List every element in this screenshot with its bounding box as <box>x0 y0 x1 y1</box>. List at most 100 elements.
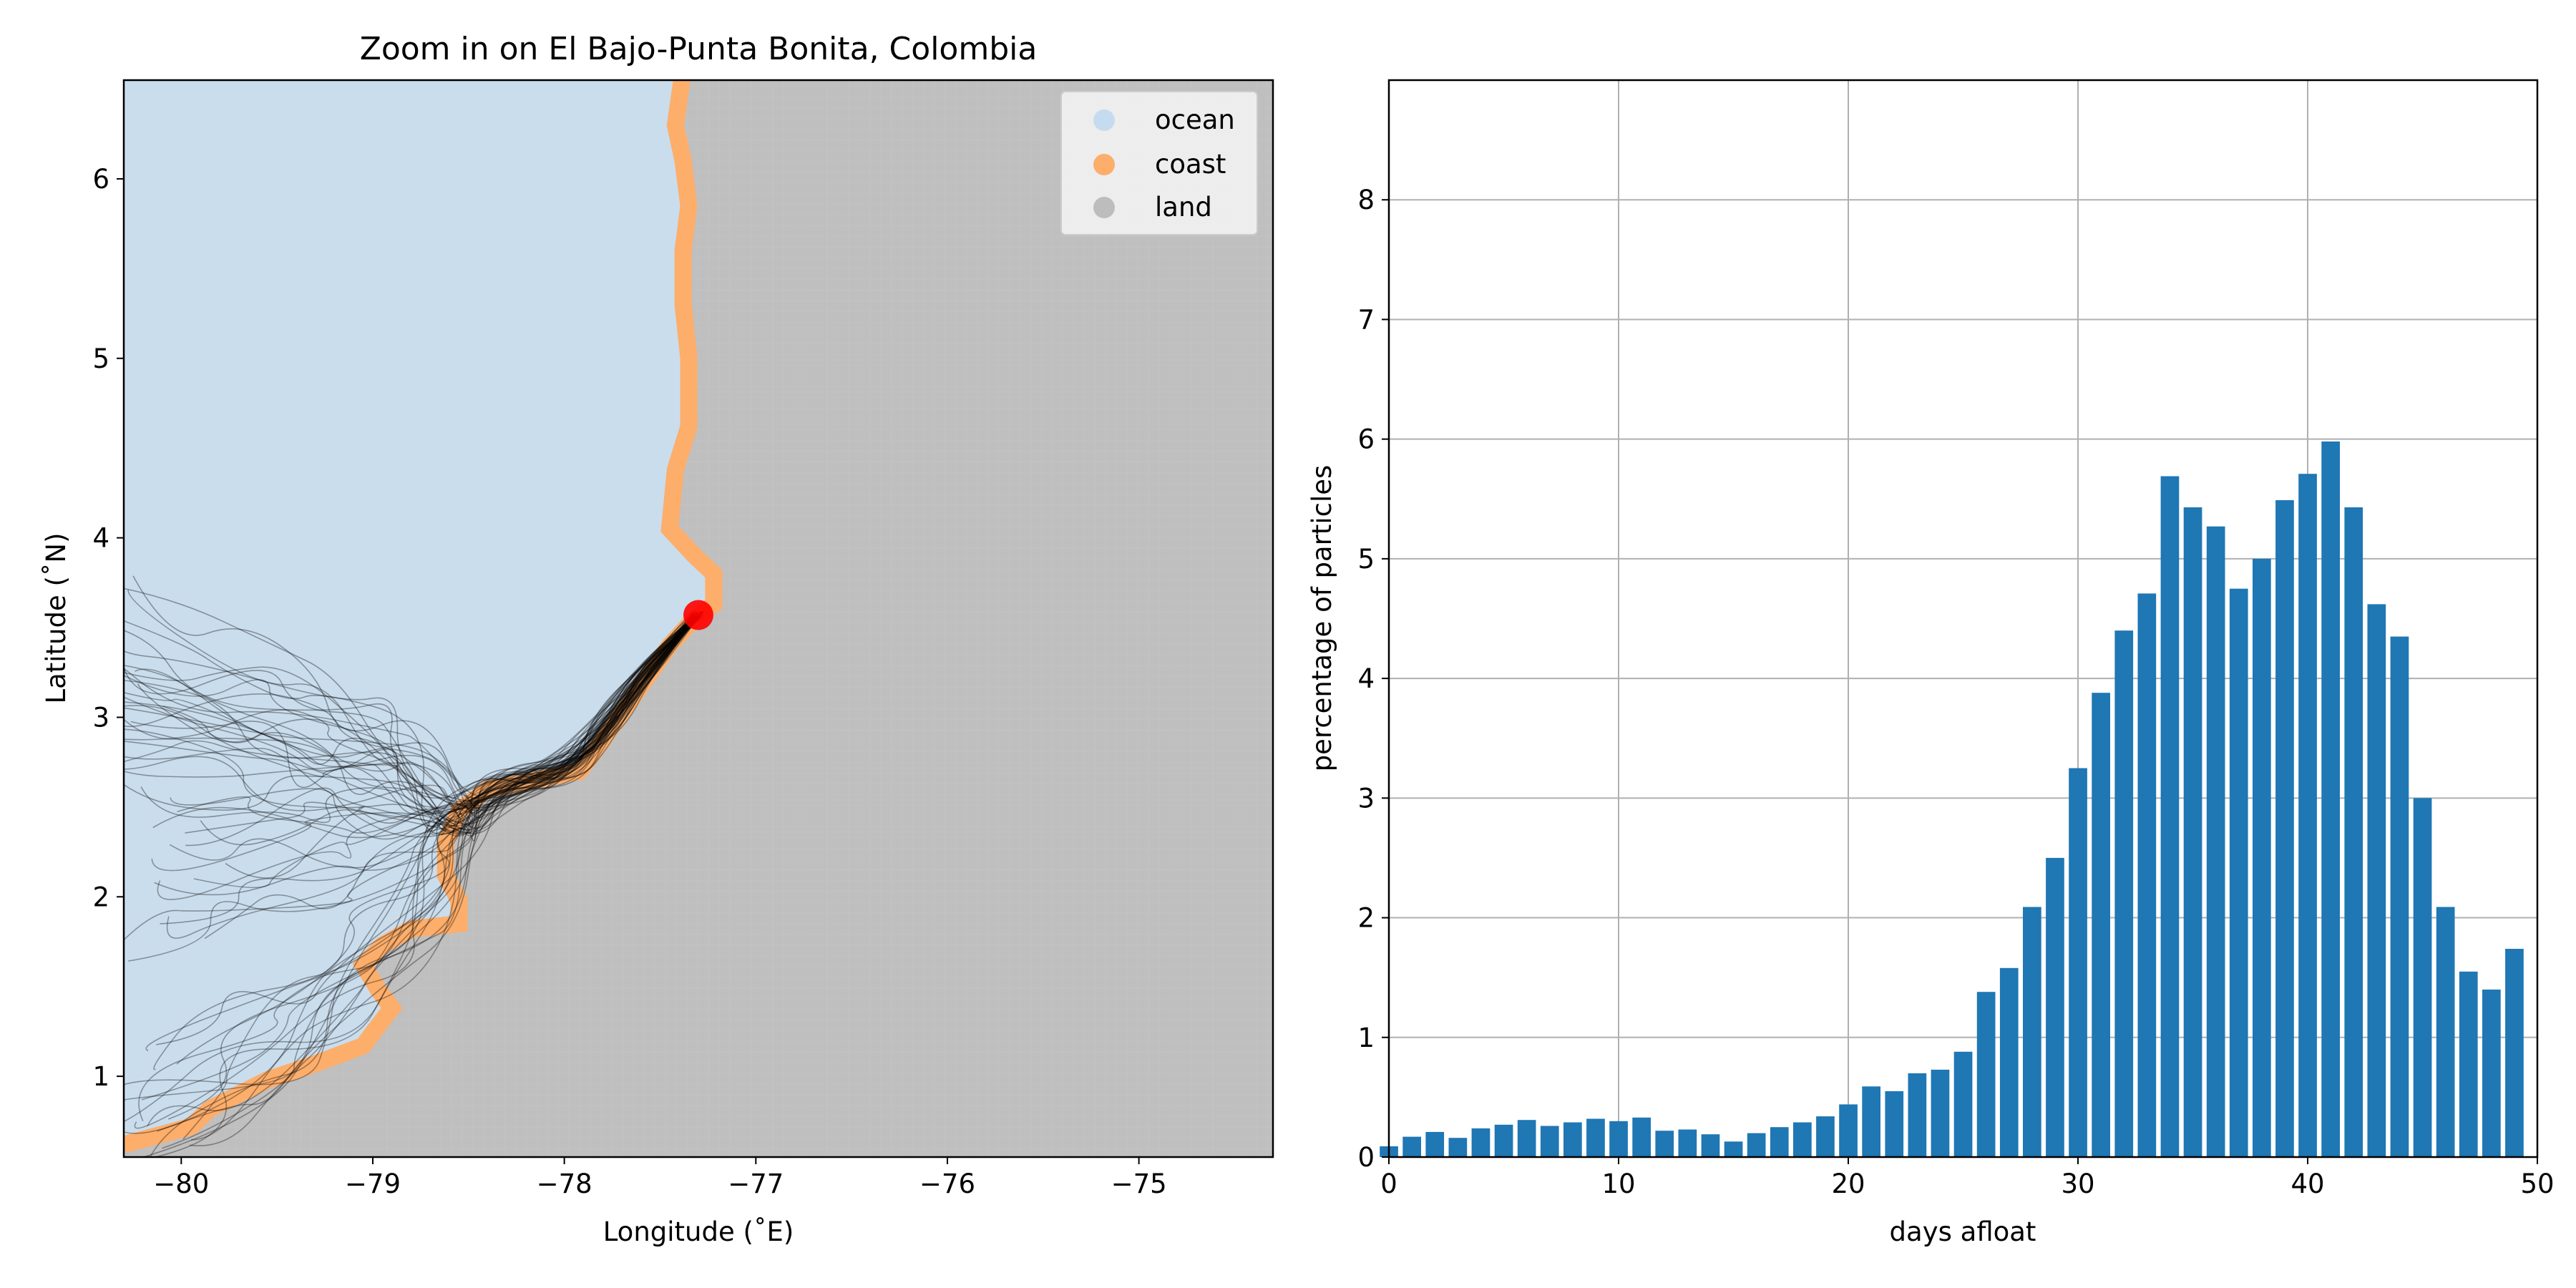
trajectory-line <box>140 613 701 837</box>
bar <box>2390 636 2409 1157</box>
y-tick-label: 6 <box>92 164 109 195</box>
trajectory-line <box>153 613 703 1070</box>
y-tick-label: 4 <box>92 523 109 554</box>
bar <box>1908 1073 1927 1157</box>
x-tick-label: −77 <box>728 1169 784 1199</box>
bar <box>1839 1104 1858 1157</box>
trajectory-line <box>141 613 697 1157</box>
y-tick-label: 1 <box>1357 1023 1375 1053</box>
trajectory-line <box>124 615 695 809</box>
x-tick-label: 40 <box>2290 1169 2324 1199</box>
y-tick-label: 6 <box>1357 424 1375 455</box>
particle-trajectories <box>124 575 705 1157</box>
bar <box>2206 526 2225 1157</box>
bar <box>2459 971 2478 1157</box>
bar-y-axis: 0 1 2 3 4 5 6 7 8 <box>1357 185 1389 1173</box>
bar <box>2253 558 2271 1157</box>
bar <box>1655 1131 1674 1157</box>
bar <box>1976 992 1996 1157</box>
trajectory-line <box>190 611 696 1146</box>
bar <box>1862 1086 1880 1157</box>
map-x-label: Longitude (˚E) <box>603 1216 794 1247</box>
bar <box>1747 1133 1766 1157</box>
trajectory-line <box>176 616 697 1065</box>
bar <box>1586 1118 1605 1157</box>
trajectory-line <box>147 614 701 1127</box>
release-site-marker <box>683 600 713 630</box>
bar <box>1724 1141 1743 1157</box>
legend-label-ocean: ocean <box>1155 104 1235 135</box>
bar <box>2436 907 2455 1157</box>
trajectory-line <box>128 614 696 962</box>
x-tick-label: 30 <box>2061 1169 2094 1199</box>
x-tick-label: 0 <box>1380 1169 1397 1199</box>
bar <box>1471 1128 1491 1157</box>
trajectory-line <box>204 615 698 940</box>
trajectory-line <box>145 617 697 1052</box>
trajectory-line <box>124 618 694 834</box>
trajectory-line <box>124 616 697 796</box>
bar <box>2069 768 2087 1157</box>
trajectory-line <box>124 612 703 831</box>
bar <box>1770 1127 1789 1157</box>
bar <box>1953 1051 1973 1157</box>
trajectory-line <box>124 611 695 814</box>
bar-series <box>1380 441 2524 1157</box>
trajectory-line <box>138 610 702 1122</box>
trajectory-line <box>124 587 705 814</box>
trajectory-line <box>124 615 695 802</box>
trajectory-line <box>124 617 701 825</box>
x-tick-label: 20 <box>1831 1169 1865 1199</box>
trajectory-line <box>124 613 702 827</box>
trajectory-line <box>157 617 696 1132</box>
trajectory-line <box>151 615 697 872</box>
trajectory-line <box>185 613 698 847</box>
x-tick-label: −79 <box>345 1169 401 1199</box>
trajectory-line <box>141 618 695 1101</box>
bar-chart-frame <box>1387 79 2539 1158</box>
bar-x-label: days afloat <box>1890 1216 2036 1247</box>
trajectory-line <box>157 611 693 900</box>
map-x-axis: −80 −79 −78 −77 −76 −75 <box>153 1157 1167 1199</box>
ocean-area <box>124 80 714 1157</box>
x-tick-label: 50 <box>2520 1169 2554 1199</box>
bar <box>1563 1122 1582 1157</box>
trajectory-line <box>167 611 703 1120</box>
trajectory-line <box>124 613 693 1085</box>
bar <box>2321 441 2340 1157</box>
x-tick-label: −76 <box>919 1169 975 1199</box>
bar <box>2137 593 2157 1157</box>
map-panel: −80 −79 −78 −77 −76 −75 1 2 3 4 5 6 Zoom in on El … <box>41 31 1274 1247</box>
y-tick-label: 1 <box>92 1061 109 1092</box>
y-tick-label: 3 <box>1357 783 1375 814</box>
bar <box>1999 967 2019 1157</box>
bar <box>2046 857 2064 1157</box>
bar <box>2160 476 2180 1157</box>
bar <box>2413 798 2432 1157</box>
bar <box>2229 588 2248 1157</box>
map-title: Zoom in on El Bajo-Punta Bonita, Colombi… <box>360 31 1038 67</box>
bar <box>2092 693 2110 1157</box>
bar <box>1701 1134 1720 1157</box>
bar <box>2298 474 2317 1157</box>
trajectory-line <box>124 614 694 811</box>
trajectory-line <box>182 611 704 1140</box>
trajectory-line <box>124 613 694 1134</box>
trajectory-line <box>135 618 695 809</box>
bar <box>1816 1116 1835 1157</box>
bar <box>1402 1136 1421 1157</box>
legend-label-coast: coast <box>1155 149 1226 180</box>
y-tick-label: 7 <box>1357 304 1375 335</box>
trajectory-line <box>162 610 697 822</box>
trajectory-line <box>162 618 699 1149</box>
trajectory-line <box>124 618 694 799</box>
x-tick-label: −75 <box>1111 1169 1167 1199</box>
bar-x-axis: 0 10 20 30 40 50 <box>1380 1157 2555 1199</box>
y-tick-label: 4 <box>1357 663 1375 694</box>
bar <box>1885 1091 1904 1157</box>
trajectory-line <box>124 613 701 835</box>
trajectory-line <box>177 617 700 834</box>
x-tick-label: 10 <box>1601 1169 1635 1199</box>
bar <box>2183 507 2202 1157</box>
